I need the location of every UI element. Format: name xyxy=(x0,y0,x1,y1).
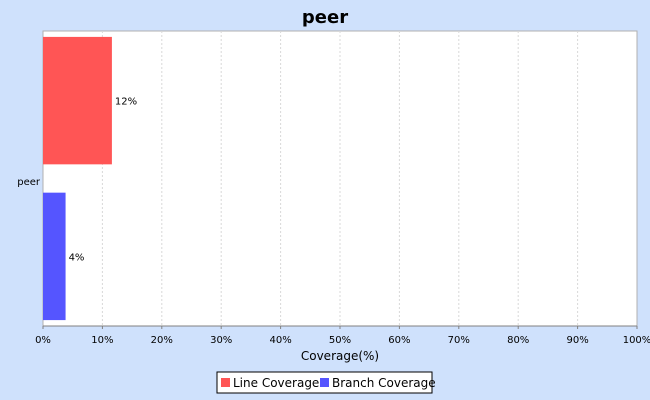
data-label-line-coverage: 12% xyxy=(115,97,137,108)
x-tick-label: 80% xyxy=(507,335,529,346)
x-axis-ticks: 0% 10% 20% 30% 40% 50% 60% 70% 80% 90% 100% xyxy=(35,326,650,346)
bars xyxy=(43,36,112,321)
legend-swatch-branch-coverage xyxy=(320,378,329,387)
x-tick-label: 70% xyxy=(448,335,470,346)
x-tick-label: 0% xyxy=(35,335,51,346)
x-tick-label: 100% xyxy=(623,335,650,346)
x-axis-title: Coverage(%) xyxy=(301,349,379,363)
legend: Line Coverage Branch Coverage xyxy=(216,371,436,394)
x-tick-label: 40% xyxy=(269,335,291,346)
legend-swatch-line-coverage xyxy=(221,378,230,387)
x-tick-label: 10% xyxy=(91,335,113,346)
x-tick-label: 30% xyxy=(210,335,232,346)
bar-line-coverage xyxy=(43,36,112,165)
x-tick-label: 60% xyxy=(388,335,410,346)
bar-labels: 12% 4% xyxy=(69,97,138,264)
legend-label-line-coverage: Line Coverage xyxy=(233,376,319,390)
x-tick-label: 90% xyxy=(566,335,588,346)
x-tick-label: 20% xyxy=(151,335,173,346)
chart-title: peer xyxy=(302,7,348,28)
category-label: peer xyxy=(17,177,41,188)
data-label-branch-coverage: 4% xyxy=(69,252,85,263)
bar-branch-coverage xyxy=(43,192,66,321)
legend-label-branch-coverage: Branch Coverage xyxy=(332,376,436,390)
x-tick-label: 50% xyxy=(329,335,351,346)
